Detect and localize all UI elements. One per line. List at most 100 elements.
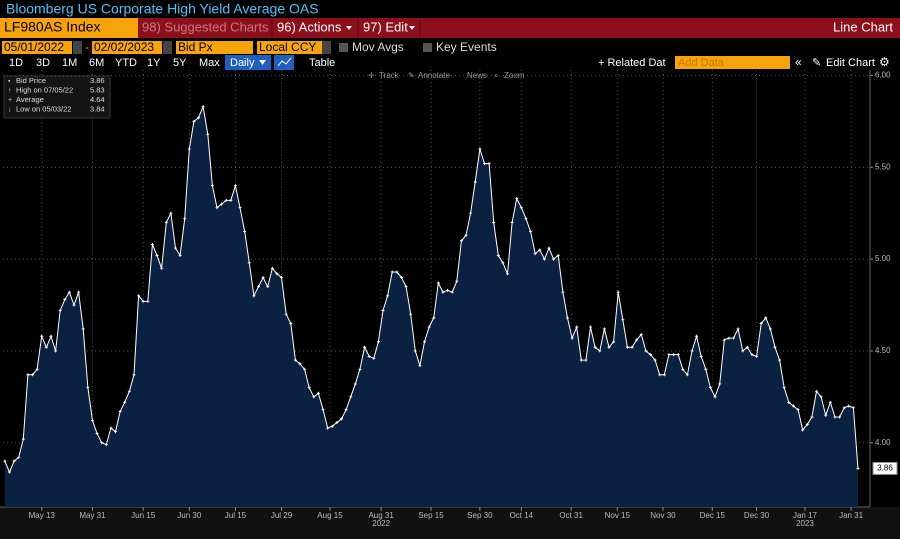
point-marker — [3, 459, 7, 463]
point-marker — [372, 356, 376, 360]
range-button[interactable]: 6M — [89, 57, 104, 69]
point-marker — [335, 421, 339, 425]
checkbox[interactable] — [339, 43, 348, 52]
ticker-box[interactable] — [0, 18, 138, 38]
point-marker — [842, 406, 846, 410]
calendar-icon[interactable] — [163, 41, 172, 54]
point-marker — [123, 400, 127, 404]
tool[interactable]: Zoom — [504, 71, 525, 80]
point-marker — [713, 395, 717, 399]
menu-item[interactable]: 97) Edit — [363, 19, 408, 34]
point-marker — [851, 406, 855, 410]
y-tick-label: 4.50 — [875, 346, 891, 355]
field[interactable]: Bid Px — [178, 40, 213, 54]
point-marker — [722, 338, 726, 342]
date-field[interactable] — [92, 41, 162, 54]
point-marker — [54, 349, 58, 353]
tool[interactable]: ✎ — [408, 71, 415, 80]
point-marker — [736, 327, 740, 331]
edit-icon[interactable]: ✎ — [812, 57, 821, 69]
point-marker — [496, 253, 500, 257]
settings[interactable]: ⚙ — [879, 55, 890, 69]
chart-icon — [277, 57, 292, 67]
point-marker — [243, 230, 247, 234]
menu-item: 98) Suggested Charts — [142, 19, 269, 34]
menu-item[interactable]: 96) Actions — [277, 19, 342, 34]
point-marker — [109, 426, 113, 430]
frequency-box[interactable] — [225, 55, 271, 70]
tool[interactable]: News — [467, 71, 487, 80]
point-marker — [542, 257, 546, 261]
point-marker — [40, 334, 44, 338]
tool[interactable]: Annotate — [418, 71, 451, 80]
range-button[interactable]: 5Y — [173, 57, 187, 69]
range-button[interactable]: YTD — [115, 57, 137, 69]
edit-chart[interactable]: Edit Chart — [826, 57, 875, 69]
range-button[interactable]: Max — [199, 57, 220, 69]
point-marker — [404, 285, 408, 289]
dropdown-button[interactable] — [322, 41, 331, 54]
point-marker — [625, 345, 629, 349]
point-marker — [556, 253, 560, 257]
ticker[interactable]: LF980AS Index — [4, 19, 101, 35]
point-marker — [376, 340, 380, 344]
start-date[interactable]: 05/01/2022 — [4, 40, 64, 54]
point-marker — [690, 349, 694, 353]
point-marker — [220, 202, 224, 206]
currency[interactable]: Local CCY — [259, 40, 316, 54]
option[interactable]: Key Events — [436, 40, 497, 54]
point-marker — [261, 275, 265, 279]
frequency[interactable]: Daily — [230, 57, 255, 69]
point-marker — [77, 290, 81, 294]
point-marker — [363, 345, 367, 349]
calendar-icon[interactable] — [73, 41, 82, 54]
field-box[interactable] — [176, 41, 253, 54]
dropdown-arrow — [346, 26, 352, 30]
end-date[interactable]: 02/02/2023 — [94, 40, 154, 54]
point-marker — [252, 294, 256, 298]
point-marker — [197, 116, 201, 120]
tool[interactable]: ✛ — [368, 71, 375, 80]
last-value-box — [872, 461, 898, 475]
checkbox[interactable] — [423, 43, 432, 52]
point-marker — [358, 367, 362, 371]
collapse[interactable]: « — [795, 55, 802, 69]
point-marker — [35, 367, 39, 371]
currency-box[interactable] — [257, 41, 322, 54]
legend-icon: ↑ — [8, 87, 12, 94]
y-tick-label: 5.00 — [875, 254, 891, 263]
point-marker — [21, 437, 25, 441]
point-marker — [316, 391, 320, 395]
related-data[interactable]: + Related Dat — [598, 57, 666, 69]
range-button[interactable]: 1D — [9, 57, 23, 69]
point-marker — [423, 340, 427, 344]
point-marker — [782, 386, 786, 390]
point-marker — [787, 400, 791, 404]
date-field[interactable] — [2, 41, 72, 54]
x-tick-label: Jan 31 — [839, 511, 864, 520]
add-data[interactable]: Add Data — [678, 57, 725, 69]
point-marker — [303, 367, 307, 371]
legend-value: 3.84 — [90, 104, 105, 113]
point-marker — [648, 353, 652, 357]
point-marker — [247, 261, 251, 265]
range-button[interactable]: 1M — [62, 57, 77, 69]
x-tick-label: Jan 17 — [793, 511, 818, 520]
tool[interactable]: Track — [379, 71, 400, 80]
point-marker — [459, 239, 463, 243]
tool[interactable]: ⌕ — [494, 71, 498, 80]
point-marker — [515, 197, 519, 201]
table-button[interactable]: Table — [309, 57, 335, 69]
point-marker — [658, 373, 662, 377]
option[interactable]: Mov Avgs — [352, 40, 404, 54]
point-marker — [173, 246, 177, 250]
year-label: 2023 — [796, 519, 814, 528]
point-marker — [210, 184, 214, 188]
point-marker — [132, 373, 136, 377]
range-button[interactable]: 3D — [36, 57, 50, 69]
point-marker — [229, 198, 233, 202]
range-button[interactable]: 1Y — [147, 57, 161, 69]
add-data-box[interactable] — [675, 56, 790, 69]
point-marker — [418, 364, 422, 368]
point-marker — [584, 358, 588, 362]
